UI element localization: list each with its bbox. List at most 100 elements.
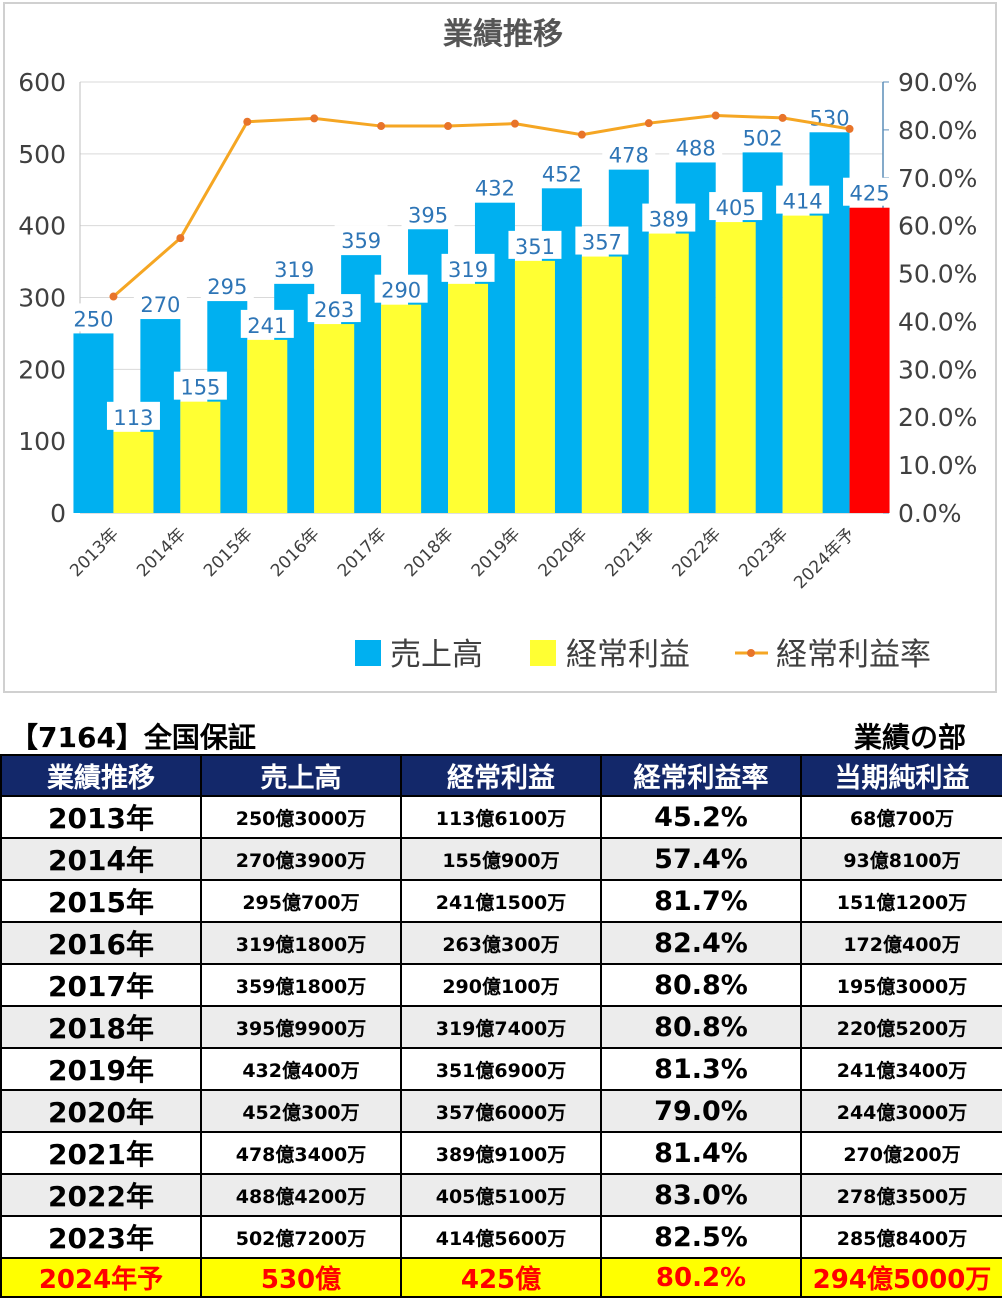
table-row: 2016年 319億1800万 263億300万 82.4% 172億400万 <box>0 921 1002 965</box>
cell-ordinary-profit: 357億6000万 <box>400 1089 602 1133</box>
point-profit-rate <box>243 117 252 126</box>
performance-chart: 業績推移 0 100 200 300 400 500 600 0.0% 10.0% 20.0% 30.… <box>18 17 977 673</box>
data-label-ordinary-profit-bg <box>642 203 696 232</box>
y-left-tick-label: 100 <box>18 427 66 456</box>
data-label-sales: 432 <box>475 177 515 201</box>
table-row: 2022年 488億4200万 405億5100万 83.0% 278億3500万 <box>0 1173 1002 1217</box>
x-tick-label: 2013年 <box>66 524 123 581</box>
cell-sales: 478億3400万 <box>200 1131 402 1175</box>
bar-ordinary-profit <box>581 256 622 513</box>
point-profit-rate <box>377 122 386 131</box>
point-profit-rate <box>644 119 653 128</box>
data-label-ordinary-profit-bg <box>508 230 562 259</box>
data-label-sales: 502 <box>743 126 783 150</box>
table-row: 2018年 395億9900万 319億7400万 80.8% 220億5200万 <box>0 1005 1002 1049</box>
data-label-sales-bg <box>535 158 589 187</box>
cell-ordinary-profit: 405億5100万 <box>400 1173 602 1217</box>
x-tick-label: 2023年 <box>735 524 792 581</box>
y-right-tick-label: 80.0% <box>898 116 977 145</box>
cell-profit-rate: 82.4% <box>600 921 802 965</box>
x-tick-label: 2018年 <box>401 524 458 581</box>
bar-ordinary-profit <box>381 304 422 513</box>
cell-ordinary-profit: 155億900万 <box>400 837 602 881</box>
cell-year: 2020年 <box>0 1089 202 1133</box>
cell-ordinary-profit: 425億 <box>400 1257 602 1298</box>
column-header-profit-rate: 経常利益率 <box>600 754 802 797</box>
cell-year: 2016年 <box>0 921 202 965</box>
cell-profit-rate: 80.8% <box>600 963 802 1007</box>
table-row: 2017年 359億1800万 290億100万 80.8% 195億3000万 <box>0 963 1002 1007</box>
cell-year: 2017年 <box>0 963 202 1007</box>
cell-sales: 432億400万 <box>200 1047 402 1091</box>
data-label-ordinary-profit: 389 <box>649 208 689 232</box>
table-row: 2024年予 530億 425億 80.2% 294億5000万 <box>0 1257 1002 1298</box>
cell-net-income: 172億400万 <box>800 921 1002 965</box>
x-tick-label: 2021年 <box>602 524 659 581</box>
data-label-ordinary-profit-bg <box>843 177 897 206</box>
data-label-sales: 359 <box>341 229 381 253</box>
cell-net-income: 278億3500万 <box>800 1173 1002 1217</box>
cell-profit-rate: 57.4% <box>600 837 802 881</box>
cell-year: 2024年予 <box>0 1257 202 1298</box>
table-body: 2013年 250億3000万 113億6100万 45.2% 68億700万 2014年… <box>0 795 1002 1298</box>
legend-label-profit-rate: 経常利益率 <box>776 637 931 673</box>
data-label-sales-bg <box>401 199 455 228</box>
cell-net-income: 285億8400万 <box>800 1215 1002 1259</box>
y-left-tick-label: 200 <box>18 355 66 384</box>
y-right-tick-label: 70.0% <box>898 164 977 193</box>
point-profit-rate <box>577 130 586 139</box>
y-right-tick-label: 30.0% <box>898 355 977 384</box>
y-left-tick-label: 300 <box>18 284 66 313</box>
cell-profit-rate: 81.4% <box>600 1131 802 1175</box>
cell-ordinary-profit: 241億1500万 <box>400 879 602 923</box>
bar-ordinary-profit <box>314 324 355 513</box>
data-label-sales-bg <box>133 289 187 318</box>
y-right-tick-label: 90.0% <box>898 68 977 97</box>
data-label-sales-bg <box>468 172 522 201</box>
data-label-ordinary-profit-bg <box>441 253 495 282</box>
cell-sales: 359億1800万 <box>200 963 402 1007</box>
cell-year: 2013年 <box>0 795 202 839</box>
data-label-sales-bg <box>602 139 656 168</box>
column-header-year: 業績推移 <box>0 754 202 797</box>
bar-ordinary-profit <box>782 215 823 514</box>
y-left-tick-label: 600 <box>18 68 66 97</box>
cell-net-income: 151億1200万 <box>800 879 1002 923</box>
y-right-tick-label: 40.0% <box>898 307 977 336</box>
y-right-tick-label: 0.0% <box>898 499 962 528</box>
data-label-sales: 319 <box>274 258 314 282</box>
legend-swatch-sales <box>355 640 381 666</box>
table-row: 2020年 452億300万 357億6000万 79.0% 244億3000万 <box>0 1089 1002 1133</box>
cell-sales: 395億9900万 <box>200 1005 402 1049</box>
table-row: 2015年 295億700万 241億1500万 81.7% 151億1200万 <box>0 879 1002 923</box>
data-label-sales: 395 <box>408 203 448 227</box>
x-tick-label: 2014年 <box>133 524 190 581</box>
table-header-row: 【7164】全国保証 業績の部 <box>0 714 1002 754</box>
table-row: 2019年 432億400万 351億6900万 81.3% 241億3400万 <box>0 1047 1002 1091</box>
legend-label-sales: 売上高 <box>390 637 483 673</box>
bar-ordinary-profit <box>849 207 890 514</box>
x-tick-label: 2024年予 <box>790 524 859 593</box>
legend-label-ordinary-profit: 経常利益 <box>566 637 690 673</box>
data-label-ordinary-profit-bg <box>575 226 629 255</box>
data-label-ordinary-profit: 263 <box>314 298 354 322</box>
data-label-ordinary-profit-bg <box>173 371 227 400</box>
cell-profit-rate: 83.0% <box>600 1173 802 1217</box>
cell-year: 2018年 <box>0 1005 202 1049</box>
data-label-sales-bg <box>66 303 120 332</box>
bar-ordinary-profit <box>715 222 756 513</box>
bar-ordinary-profit <box>448 283 489 513</box>
cell-ordinary-profit: 351億6900万 <box>400 1047 602 1091</box>
cell-ordinary-profit: 389億9100万 <box>400 1131 602 1175</box>
data-label-ordinary-profit: 405 <box>716 196 756 220</box>
data-label-sales: 250 <box>73 307 113 331</box>
cell-year: 2019年 <box>0 1047 202 1091</box>
cell-profit-rate: 79.0% <box>600 1089 802 1133</box>
data-label-sales: 452 <box>542 162 582 186</box>
performance-table: 業績推移 売上高 経常利益 経常利益率 当期純利益 2013年 250億3000万… <box>0 754 1002 1298</box>
x-tick-label: 2022年 <box>668 524 725 581</box>
point-profit-rate <box>444 122 453 131</box>
data-label-ordinary-profit: 319 <box>448 258 488 282</box>
column-header-ordinary-profit: 経常利益 <box>400 754 602 797</box>
point-profit-rate <box>778 113 787 122</box>
